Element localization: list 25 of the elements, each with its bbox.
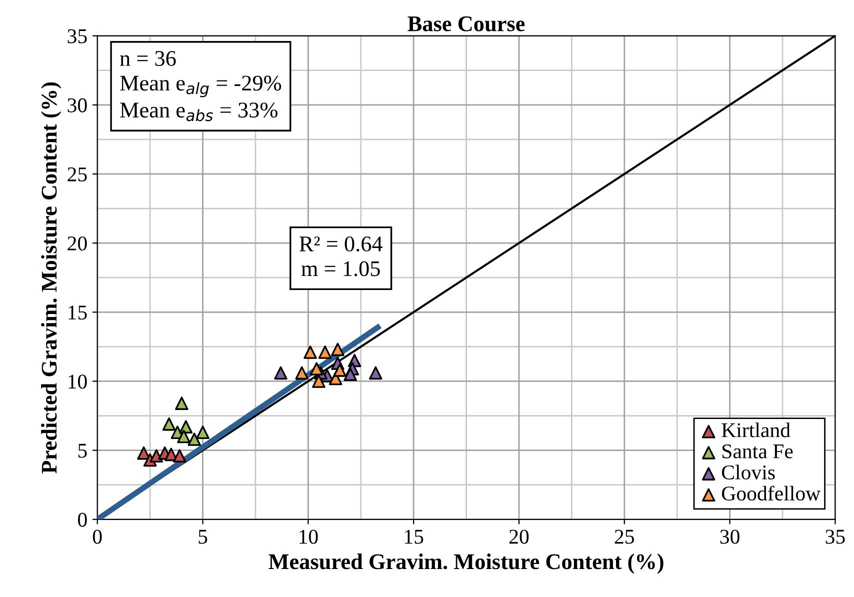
- annotation: R² = 0.64 m = 1.05: [299, 236, 383, 276]
- x-tick-label: 10: [300, 530, 318, 544]
- x-tick-label: 30: [720, 530, 740, 544]
- y-tick-label: 25: [68, 167, 87, 182]
- y-tick-label: 5: [78, 444, 87, 458]
- x-tick-label: 15: [404, 530, 424, 544]
- y-axis-title: Predicted Gravim. Moisture Content (%): [41, 82, 62, 474]
- legend-label: Clovis: [722, 464, 775, 480]
- chart-title: Base Course: [408, 16, 525, 32]
- legend-label: Kirtland: [722, 422, 790, 438]
- y-tick-label: 20: [68, 236, 87, 250]
- y-tick-label: 10: [68, 374, 87, 389]
- y-tick-label: 30: [68, 98, 87, 112]
- y-tick-label: 35: [68, 29, 87, 44]
- x-tick-label: 5: [198, 530, 208, 544]
- y-tick-label: 0: [78, 512, 87, 527]
- x-tick-label: 20: [509, 530, 529, 544]
- x-axis-title: Measured Gravim. Moisture Content (%): [268, 554, 664, 574]
- legend-label: Goodfellow: [722, 486, 821, 501]
- x-tick-label: 0: [92, 530, 102, 544]
- y-tick-label: 15: [68, 306, 87, 320]
- x-tick-label: 35: [826, 530, 845, 544]
- text: n = 36 Mean e$_{alg}$ = -29% Mean e$_{abs}$ = 33%: [120, 51, 282, 122]
- legend-label: Santa Fe: [722, 444, 793, 458]
- x-tick-label: 25: [614, 530, 634, 544]
